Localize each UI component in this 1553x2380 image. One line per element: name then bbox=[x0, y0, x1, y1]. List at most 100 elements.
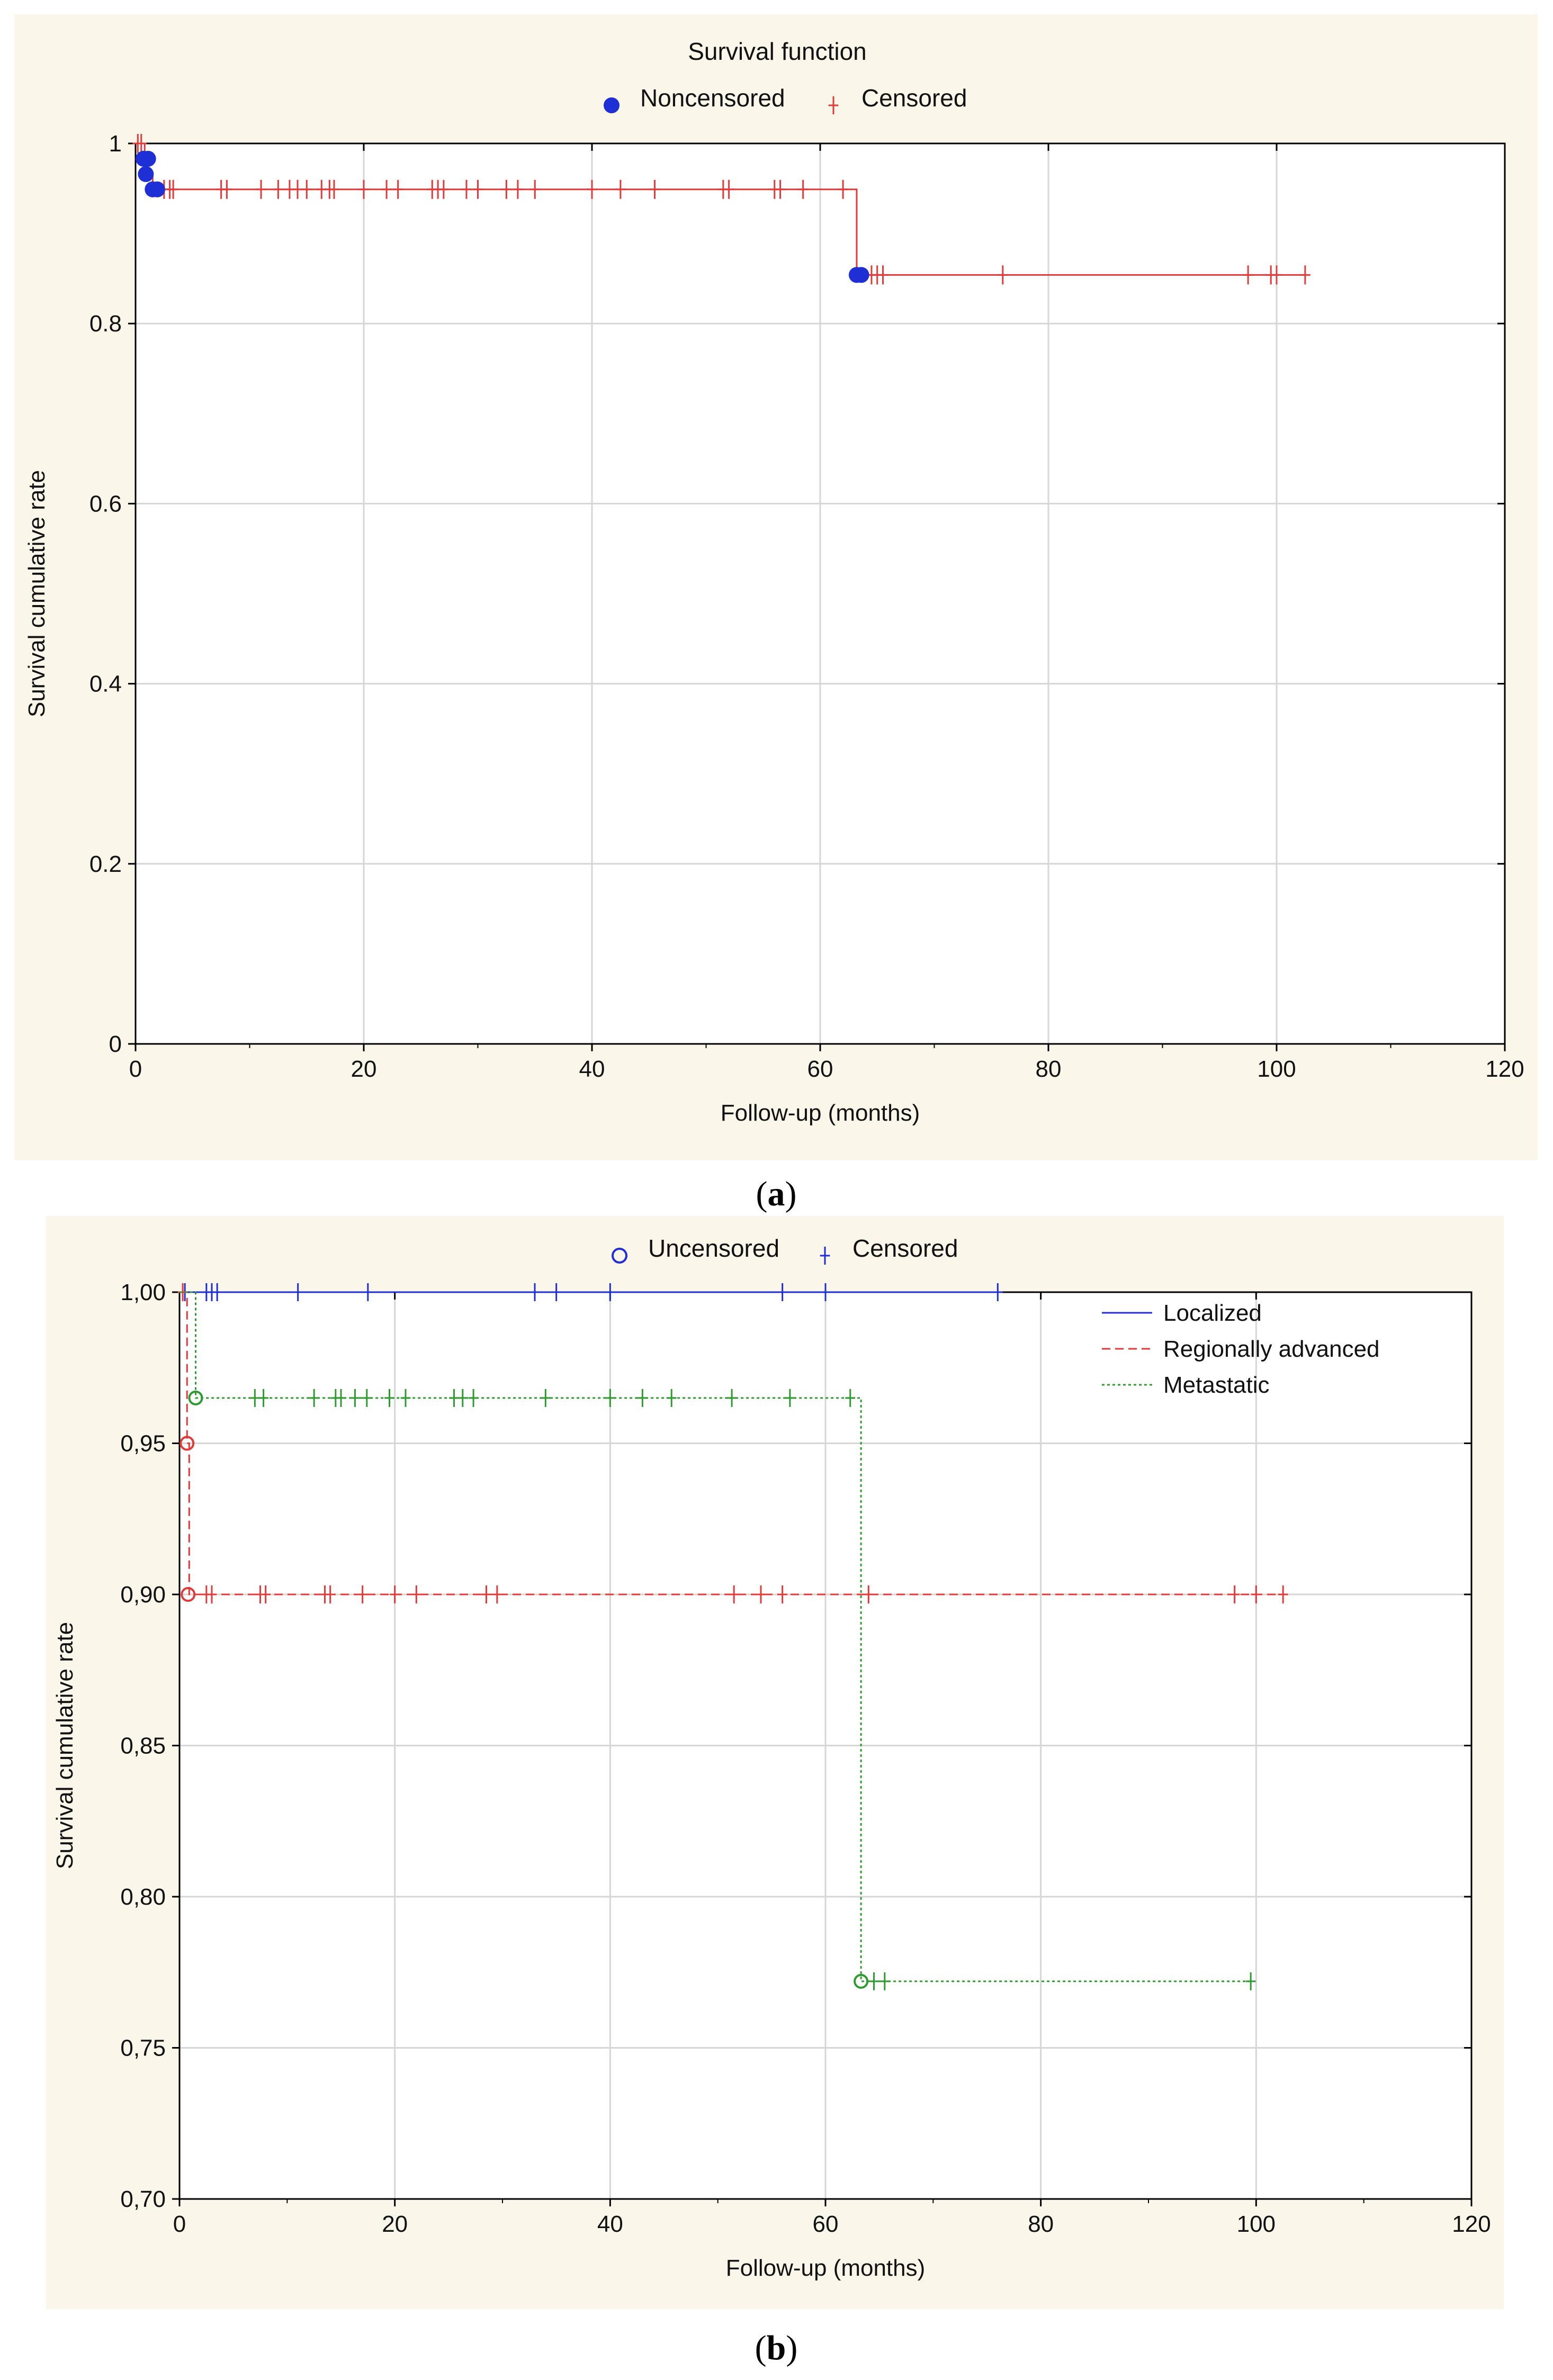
x-tick-label: 60 bbox=[813, 2211, 839, 2237]
x-tick-label: 100 bbox=[1237, 2211, 1276, 2237]
legend-censored-marker bbox=[820, 1247, 830, 1265]
x-tick-label: 0 bbox=[129, 1056, 142, 1082]
x-tick-label: 120 bbox=[1485, 1056, 1524, 1082]
chart-panel-a: 0 20 40 60 80 100 120 0 0.2 0.4 0.6 0.8 1 Follow-up (… bbox=[14, 14, 1538, 1160]
legend-censored-marker bbox=[828, 96, 839, 114]
censored-mark bbox=[221, 179, 232, 199]
noncensored-point bbox=[853, 267, 869, 283]
caption-open: ( bbox=[756, 1175, 768, 1213]
panel-b-caption: (b) bbox=[723, 2328, 829, 2368]
x-tick-label: 60 bbox=[807, 1056, 833, 1082]
legend-noncensored-marker bbox=[604, 97, 620, 113]
censored-mark bbox=[879, 1972, 890, 1990]
censored-mark bbox=[329, 179, 339, 199]
survival-chart-a: 0 20 40 60 80 100 120 0 0.2 0.4 0.6 0.8 1 Follow-up (… bbox=[24, 38, 1524, 1126]
caption-letter: b bbox=[766, 2329, 786, 2367]
y-tick-label: 1 bbox=[109, 131, 122, 157]
censored-mark bbox=[381, 179, 392, 199]
censored-mark bbox=[615, 179, 626, 199]
censored-mark bbox=[529, 179, 541, 199]
x-tick-label: 100 bbox=[1257, 1056, 1296, 1082]
censored-mark bbox=[797, 179, 809, 199]
censored-mark bbox=[649, 179, 660, 199]
panel-a-caption: (a) bbox=[723, 1174, 829, 1214]
x-tick-label: 20 bbox=[382, 2211, 408, 2237]
x-tick-label: 40 bbox=[579, 1056, 605, 1082]
legend-uncensored-label: Uncensored bbox=[648, 1234, 779, 1262]
censored-mark bbox=[529, 1283, 540, 1301]
uncensored-point bbox=[854, 1973, 869, 1989]
y-tick-label: 0.6 bbox=[89, 491, 122, 517]
noncensored-point bbox=[140, 150, 156, 167]
y-tick-label: 0,80 bbox=[120, 1884, 166, 1910]
legend-censored-label: Censored bbox=[861, 84, 967, 112]
censored-mark bbox=[449, 1389, 459, 1407]
x-tick-label: 40 bbox=[597, 2211, 623, 2237]
censored-mark bbox=[666, 1389, 677, 1407]
y-tick-label: 0,85 bbox=[120, 1733, 166, 1759]
censored-mark bbox=[309, 1389, 319, 1407]
censored-mark bbox=[292, 179, 303, 199]
censored-mark bbox=[461, 179, 472, 199]
censored-mark bbox=[492, 1585, 502, 1603]
y-tick-label: 0.4 bbox=[89, 671, 122, 697]
censored-mark bbox=[605, 1389, 615, 1407]
censored-mark bbox=[212, 1283, 222, 1301]
censored-mark bbox=[256, 179, 266, 199]
survival-step-line-metastatic bbox=[179, 1291, 1251, 1982]
noncensored-point bbox=[138, 166, 154, 182]
y-axis-label: Survival cumulative rate bbox=[24, 470, 50, 717]
censored-mark bbox=[258, 1389, 268, 1407]
censored-mark bbox=[249, 1389, 260, 1407]
censored-mark bbox=[726, 1389, 737, 1407]
censored-mark bbox=[168, 179, 179, 199]
censored-mark bbox=[1278, 1585, 1288, 1603]
x-axis-label: Follow-up (months) bbox=[726, 2255, 926, 2281]
censored-mark bbox=[863, 1585, 874, 1603]
censored-mark bbox=[992, 1283, 1003, 1301]
caption-open: ( bbox=[755, 2329, 767, 2367]
survival-chart-b: 0 20 40 60 80 100 120 0,70 0,75 0,80 0,85 0,90 0,95 1… bbox=[52, 1234, 1491, 2281]
censored-mark bbox=[136, 134, 147, 153]
censored-mark bbox=[845, 1389, 856, 1407]
y-tick-label: 0,95 bbox=[120, 1431, 166, 1457]
censored-mark bbox=[468, 1389, 479, 1407]
caption-close: ) bbox=[786, 2329, 798, 2367]
censored-mark bbox=[325, 1585, 336, 1603]
censored-mark bbox=[723, 179, 734, 199]
censored-mark bbox=[997, 265, 1008, 285]
censored-mark bbox=[777, 1585, 788, 1603]
censored-mark bbox=[357, 1585, 368, 1603]
censored-mark bbox=[472, 179, 483, 199]
noncensored-point bbox=[149, 181, 165, 197]
uncensored-point bbox=[181, 1587, 196, 1602]
censored-mark bbox=[362, 1389, 372, 1407]
censored-mark bbox=[273, 179, 284, 199]
censored-mark bbox=[438, 179, 449, 199]
censored-mark bbox=[1245, 1972, 1256, 1990]
censored-mark bbox=[1271, 265, 1282, 285]
censored-mark bbox=[261, 1585, 271, 1603]
x-tick-label: 0 bbox=[173, 2211, 186, 2237]
censored-mark bbox=[390, 1585, 400, 1603]
censored-mark bbox=[1243, 265, 1254, 285]
censored-mark bbox=[363, 1283, 373, 1301]
y-axis-label: Survival cumulative rate bbox=[52, 1622, 78, 1869]
y-tick-label: 0,75 bbox=[120, 2035, 166, 2061]
censored-mark bbox=[481, 1585, 491, 1603]
censored-mark bbox=[587, 179, 597, 199]
censored-mark bbox=[501, 179, 512, 199]
censored-mark bbox=[869, 1972, 879, 1990]
uncensored-point bbox=[188, 1390, 203, 1405]
censored-mark bbox=[358, 179, 369, 199]
legend-label-localized: Localized bbox=[1163, 1300, 1262, 1326]
caption-letter: a bbox=[767, 1175, 785, 1213]
censored-mark bbox=[785, 1389, 795, 1407]
caption-close: ) bbox=[785, 1175, 797, 1213]
censored-mark bbox=[1251, 1585, 1261, 1603]
y-tick-label: 0,70 bbox=[120, 2186, 166, 2212]
x-axis-label: Follow-up (months) bbox=[721, 1100, 920, 1126]
uncensored-point bbox=[179, 1436, 195, 1451]
y-tick-label: 0 bbox=[109, 1031, 122, 1057]
censored-mark bbox=[838, 179, 848, 199]
